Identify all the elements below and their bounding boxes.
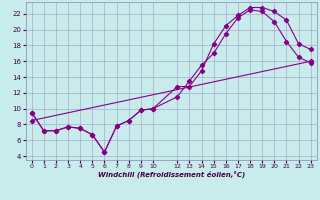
X-axis label: Windchill (Refroidissement éolien,°C): Windchill (Refroidissement éolien,°C) (98, 171, 245, 178)
